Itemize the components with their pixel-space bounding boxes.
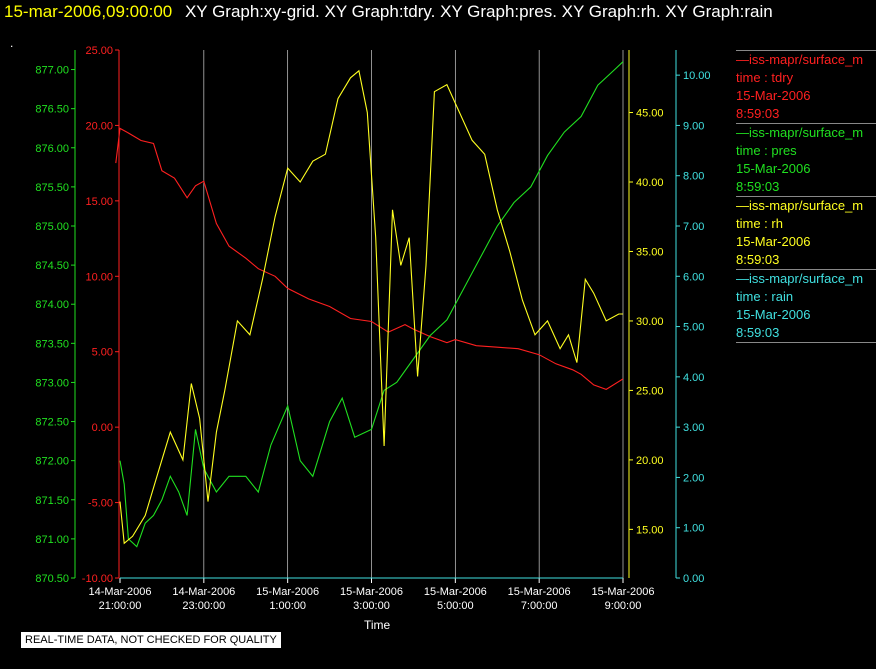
pres-tick-label: 876.50 [35,104,69,116]
rh-tick-label: 15.00 [636,524,664,536]
x-tick-label: 3:00:00 [353,600,390,612]
legend-param: time : rh [736,216,783,231]
tdry-tick-label: 25.00 [85,45,113,57]
x-tick-label: 23:00:00 [182,600,225,612]
x-tick-label: 15-Mar-2006 [424,586,487,598]
rain-tick-label: 2.00 [683,472,704,484]
series-line-tdry [115,127,624,391]
pres-tick-label: 877.00 [35,65,69,77]
legend-date: 15-Mar-2006 [736,161,811,176]
tdry-tick-label: 20.00 [85,120,113,132]
x-tick-label: 15-Mar-2006 [340,586,403,598]
rh-tick-label: 40.00 [636,177,664,189]
legend-series-name: —iss-mapr/surface_m [736,198,864,213]
pres-tick-label: 871.00 [35,534,69,546]
x-tick-label: 14-Mar-2006 [172,586,235,598]
rh-tick-label: 45.00 [636,108,664,120]
rh-tick-label: 30.00 [636,316,664,328]
rain-tick-label: 7.00 [683,221,704,233]
status-dot: . [10,36,14,50]
legend-series-name: —iss-mapr/surface_m [736,271,864,286]
x-tick-label: 15-Mar-2006 [508,586,571,598]
header-timestamp: 15-mar-2006,09:00:00 [4,2,173,21]
legend-time: 8:59:03 [736,179,780,194]
tdry-tick-label: 10.00 [85,271,113,283]
header-graph-list: XY Graph:xy-grid. XY Graph:tdry. XY Grap… [184,2,773,21]
rain-tick-label: 3.00 [683,422,704,434]
legend-date: 15-Mar-2006 [736,307,811,322]
legend-series-name: —iss-mapr/surface_m [736,52,864,67]
x-tick-label: 5:00:00 [437,600,474,612]
pres-tick-label: 874.50 [35,260,69,272]
rain-tick-label: 9.00 [683,120,704,132]
x-tick-label: 9:00:00 [605,600,642,612]
rain-tick-label: 6.00 [683,271,704,283]
x-tick-label: 14-Mar-2006 [89,586,152,598]
x-axis-label: Time [364,618,391,632]
x-tick-label: 15-Mar-2006 [256,586,319,598]
legend-param: time : rain [736,289,794,304]
pres-tick-label: 871.50 [35,495,69,507]
x-tick-label: 7:00:00 [521,600,558,612]
pres-tick-label: 876.00 [35,143,69,155]
pres-tick-label: 872.50 [35,417,69,429]
pres-tick-label: 873.50 [35,338,69,350]
pres-tick-label: 870.50 [35,573,69,585]
rain-tick-label: 5.00 [683,322,704,334]
pres-tick-label: 873.00 [35,377,69,389]
pres-tick-label: 875.00 [35,221,69,233]
legend-time: 8:59:03 [736,106,780,121]
legend-time: 8:59:03 [736,252,780,267]
pres-tick-label: 874.00 [35,299,69,311]
tdry-tick-label: -5.00 [88,498,113,510]
legend-entry-pres: —iss-mapr/surface_m time : pres 15-Mar-2… [736,123,876,196]
quality-disclaimer: REAL-TIME DATA, NOT CHECKED FOR QUALITY [20,631,282,649]
rain-tick-label: 4.00 [683,372,704,384]
legend: —iss-mapr/surface_m time : tdry 15-Mar-2… [736,50,876,343]
x-tick-label: 21:00:00 [99,600,142,612]
legend-param: time : tdry [736,70,794,85]
rh-tick-label: 35.00 [636,246,664,258]
x-tick-label: 15-Mar-2006 [592,586,655,598]
rh-tick-label: 25.00 [636,385,664,397]
legend-entry-rh: —iss-mapr/surface_m time : rh 15-Mar-200… [736,196,876,269]
rain-tick-label: 8.00 [683,171,704,183]
rain-tick-label: 0.00 [683,573,704,585]
legend-date: 15-Mar-2006 [736,234,811,249]
rh-tick-label: 20.00 [636,455,664,467]
chart-header: 15-mar-2006,09:00:00 XY Graph:xy-grid. X… [4,2,773,22]
tdry-tick-label: 0.00 [92,422,113,434]
tdry-tick-label: 5.00 [92,347,113,359]
pres-tick-label: 875.50 [35,182,69,194]
legend-date: 15-Mar-2006 [736,88,811,103]
tdry-tick-label: -10.00 [82,573,113,585]
pres-tick-label: 872.00 [35,456,69,468]
series-line-pres [119,61,624,548]
x-tick-label: 1:00:00 [269,600,306,612]
legend-time: 8:59:03 [736,325,780,340]
tdry-tick-label: 15.00 [85,196,113,208]
legend-series-name: —iss-mapr/surface_m [736,125,864,140]
rain-tick-label: 10.00 [683,70,711,82]
legend-param: time : pres [736,143,797,158]
rain-tick-label: 1.00 [683,523,704,535]
legend-entry-rain: —iss-mapr/surface_m time : rain 15-Mar-2… [736,269,876,343]
legend-entry-tdry: —iss-mapr/surface_m time : tdry 15-Mar-2… [736,50,876,123]
series-line-rh [119,69,623,545]
